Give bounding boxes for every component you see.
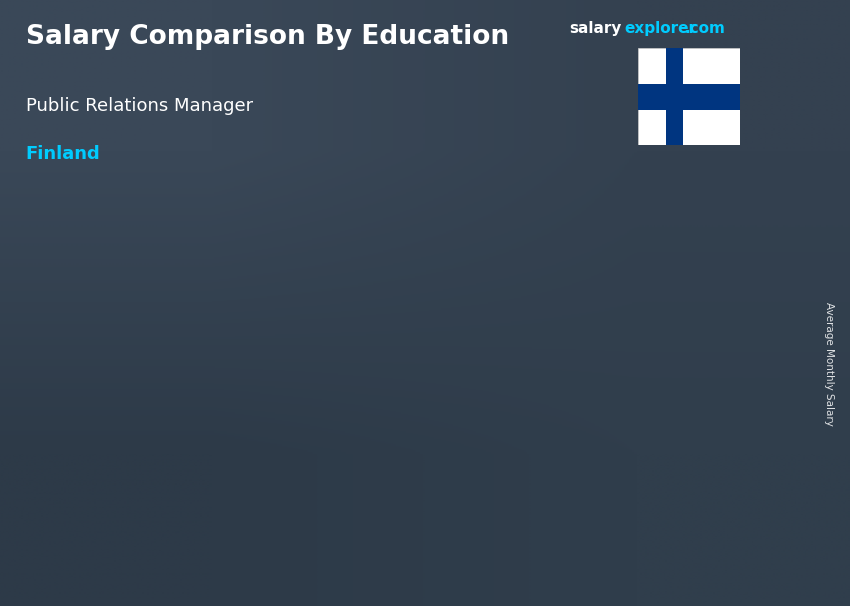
Polygon shape — [255, 351, 267, 515]
Text: +14%: +14% — [144, 307, 224, 331]
Bar — [638, 84, 740, 110]
Bar — [704, 234, 716, 515]
Bar — [666, 48, 683, 145]
Bar — [267, 351, 364, 515]
Bar — [528, 292, 540, 515]
Text: Public Relations Manager: Public Relations Manager — [26, 97, 252, 115]
Bar — [443, 292, 540, 515]
Text: Average Monthly Salary: Average Monthly Salary — [824, 302, 834, 425]
Text: salary: salary — [570, 21, 622, 36]
Polygon shape — [255, 351, 367, 362]
Bar — [177, 371, 188, 515]
Text: explorer: explorer — [625, 21, 697, 36]
Polygon shape — [79, 371, 192, 381]
Text: 5,710 EUR: 5,710 EUR — [307, 330, 387, 344]
Text: +26%: +26% — [486, 194, 567, 218]
Text: .com: .com — [684, 21, 725, 36]
Text: Finland: Finland — [26, 145, 100, 164]
Text: 9,770 EUR: 9,770 EUR — [596, 213, 676, 227]
Text: 7,740 EUR: 7,740 EUR — [483, 271, 563, 285]
Polygon shape — [431, 292, 543, 308]
Polygon shape — [79, 371, 92, 515]
Polygon shape — [607, 234, 619, 515]
Text: Salary Comparison By Education: Salary Comparison By Education — [26, 24, 508, 50]
Text: 5,010 EUR: 5,010 EUR — [131, 350, 212, 364]
Bar — [619, 234, 716, 515]
Polygon shape — [431, 292, 443, 515]
Bar — [92, 371, 188, 515]
Bar — [92, 371, 103, 515]
Bar — [352, 351, 364, 515]
Polygon shape — [607, 234, 719, 253]
Bar — [267, 351, 279, 515]
Bar — [443, 292, 455, 515]
Text: +36%: +36% — [346, 252, 426, 276]
Bar — [619, 234, 631, 515]
